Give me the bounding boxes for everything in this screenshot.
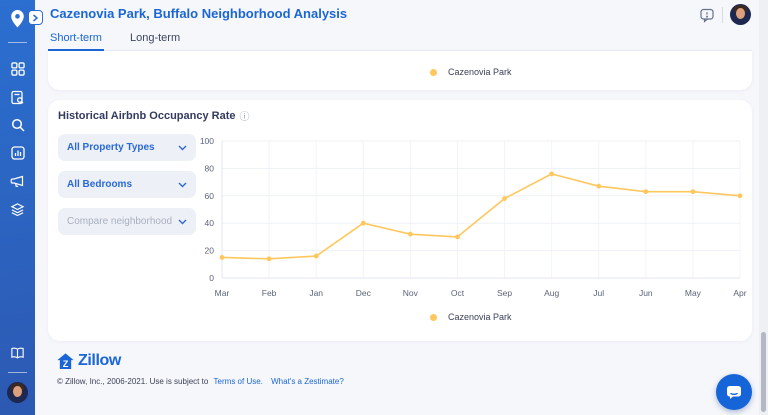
tab-bar: Short-term Long-term xyxy=(48,30,752,51)
sidebar-expand-button[interactable] xyxy=(28,10,43,25)
sidebar-user-avatar[interactable] xyxy=(7,382,28,403)
svg-text:Jun: Jun xyxy=(639,288,653,298)
tab-short-term[interactable]: Short-term xyxy=(48,30,104,51)
header-actions xyxy=(699,4,751,25)
scrollbar-track xyxy=(759,0,768,415)
svg-text:Jan: Jan xyxy=(309,288,323,298)
header-divider xyxy=(722,6,723,23)
report-search-icon[interactable] xyxy=(0,84,35,110)
compare-neighborhood-dropdown[interactable]: Compare neighborhood xyxy=(58,208,196,235)
search-icon[interactable] xyxy=(0,112,35,138)
chevron-down-icon xyxy=(178,182,187,187)
property-types-dropdown[interactable]: All Property Types xyxy=(58,134,196,161)
feedback-bubble-icon[interactable] xyxy=(699,7,715,23)
info-icon[interactable]: ⓘ xyxy=(239,112,250,123)
dropdown-placeholder: Compare neighborhood xyxy=(67,216,173,227)
filter-group: All Property Types All Bedrooms Compare … xyxy=(58,134,196,235)
top-chart-card: Cazenovia Park xyxy=(48,51,752,90)
scrollbar-thumb[interactable] xyxy=(761,332,766,412)
sidebar-nav xyxy=(0,56,35,222)
chat-bubble-icon xyxy=(727,386,741,399)
zillow-wordmark: Zillow xyxy=(78,352,121,369)
sidebar-divider-top xyxy=(8,42,27,43)
svg-text:Oct: Oct xyxy=(451,288,465,298)
svg-text:80: 80 xyxy=(205,163,215,173)
chat-button[interactable] xyxy=(716,374,752,410)
tab-long-term[interactable]: Long-term xyxy=(129,32,181,44)
chevron-right-icon xyxy=(33,13,39,22)
svg-text:Jul: Jul xyxy=(593,288,604,298)
svg-text:100: 100 xyxy=(200,136,214,146)
header-user-avatar[interactable] xyxy=(730,4,751,25)
svg-text:Dec: Dec xyxy=(356,288,372,298)
card-title: Historical Airbnb Occupancy Rate ⓘ xyxy=(58,108,250,124)
legend-label: Cazenovia Park xyxy=(448,67,512,77)
svg-text:Sep: Sep xyxy=(497,288,512,298)
chevron-down-icon xyxy=(178,219,187,224)
page-title: Cazenovia Park, Buffalo Neighborhood Ana… xyxy=(50,6,348,21)
layers-icon[interactable] xyxy=(0,196,35,222)
chart-legend: Cazenovia Park xyxy=(430,312,512,322)
location-pin-logo-icon[interactable] xyxy=(0,6,35,32)
svg-text:40: 40 xyxy=(205,218,215,228)
svg-text:Z: Z xyxy=(63,358,69,368)
sidebar-divider-bottom xyxy=(8,372,27,373)
svg-text:Nov: Nov xyxy=(403,288,419,298)
avatar-face xyxy=(13,386,22,397)
legend-dot xyxy=(430,68,437,76)
avatar-face xyxy=(736,8,745,19)
zestimate-link[interactable]: What's a Zestimate? xyxy=(271,377,344,386)
dropdown-value: All Property Types xyxy=(67,142,155,153)
legend-dot xyxy=(430,313,437,321)
terms-of-use-link[interactable]: Terms of Use. xyxy=(213,377,263,386)
copyright-line: © Zillow, Inc., 2006-2021. Use is subjec… xyxy=(57,377,344,386)
zillow-house-icon: Z xyxy=(57,352,74,369)
svg-text:20: 20 xyxy=(205,246,215,256)
card-title-text: Historical Airbnb Occupancy Rate xyxy=(58,109,236,122)
svg-text:May: May xyxy=(685,288,702,298)
svg-text:Apr: Apr xyxy=(733,288,746,298)
legend-label: Cazenovia Park xyxy=(448,312,512,322)
occupancy-line-chart: 0 20 40 60 80 100 Mar Feb Jan Dec Nov Oct Sep Aug Jul J… xyxy=(200,136,747,298)
svg-text:Aug: Aug xyxy=(544,288,559,298)
dashboard-grid-icon[interactable] xyxy=(0,56,35,82)
svg-text:60: 60 xyxy=(205,191,215,201)
svg-text:Mar: Mar xyxy=(215,288,230,298)
dropdown-value: All Bedrooms xyxy=(67,179,133,190)
analytics-chart-icon[interactable] xyxy=(0,140,35,166)
chevron-down-icon xyxy=(178,145,187,150)
megaphone-icon[interactable] xyxy=(0,168,35,194)
chart-legend: Cazenovia Park xyxy=(430,67,512,77)
svg-text:Feb: Feb xyxy=(262,288,277,298)
footer: Z Zillow © Zillow, Inc., 2006-2021. Use … xyxy=(57,352,344,386)
occupancy-rate-card: Historical Airbnb Occupancy Rate ⓘ All P… xyxy=(48,100,752,341)
sidebar xyxy=(0,0,35,415)
svg-text:0: 0 xyxy=(209,273,214,283)
bedrooms-dropdown[interactable]: All Bedrooms xyxy=(58,171,196,198)
copyright-text: © Zillow, Inc., 2006-2021. Use is subjec… xyxy=(57,377,209,386)
guide-book-icon[interactable] xyxy=(0,340,35,366)
zillow-logo[interactable]: Z Zillow xyxy=(57,352,344,370)
